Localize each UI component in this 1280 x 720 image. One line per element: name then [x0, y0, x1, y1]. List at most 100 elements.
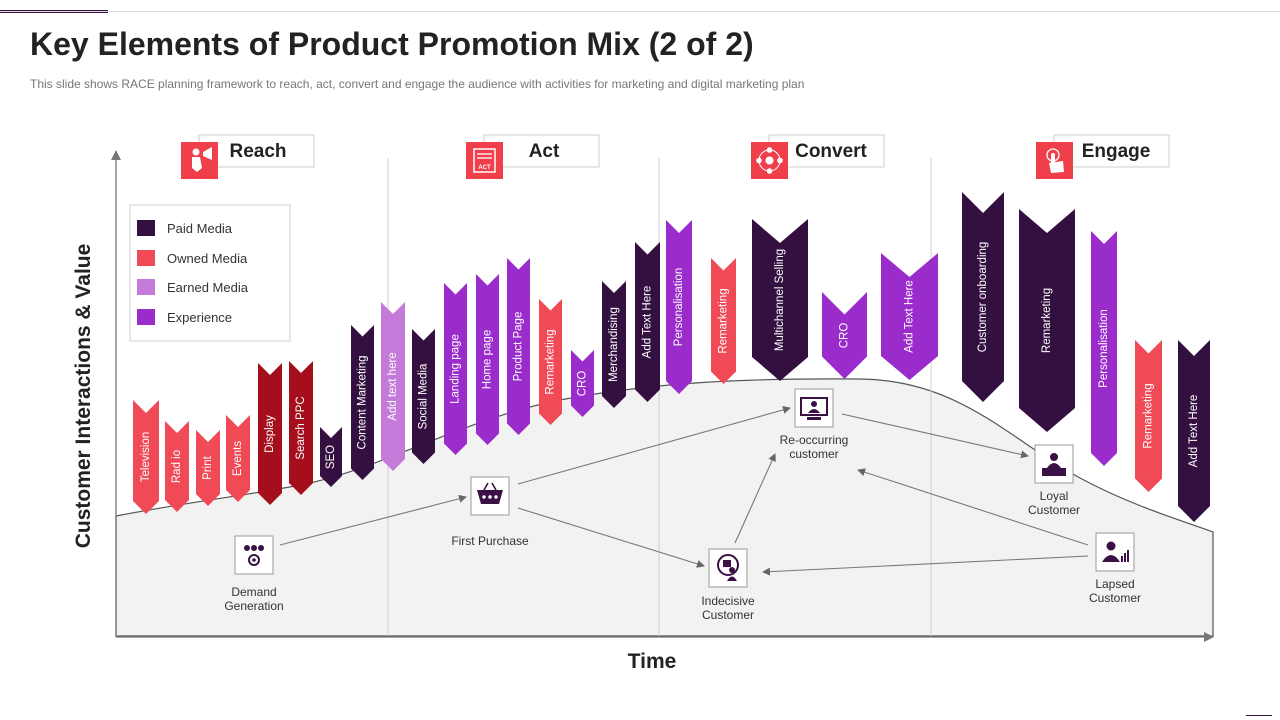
- y-axis-title: Customer Interactions & Value: [72, 244, 95, 549]
- stage-header-act: ACT Act: [466, 134, 600, 179]
- flag-shape: [1019, 209, 1075, 432]
- flag-paid: Multichannel Selling: [752, 219, 808, 381]
- flag-label: Landing page: [450, 334, 462, 404]
- flag-label: Add Text Here: [904, 280, 916, 353]
- act-icon-text: ACT: [478, 165, 491, 171]
- flag-shape: [476, 274, 499, 445]
- legend-item: Experience: [137, 309, 232, 325]
- flag-shape: [1178, 340, 1210, 522]
- flag-paid: Add Text Here: [635, 242, 660, 402]
- shopping-basket-icon: [477, 482, 503, 504]
- journey-node-first: First Purchase: [451, 476, 529, 548]
- flag-shape: [133, 400, 159, 514]
- legend-item: Paid Media: [137, 220, 233, 236]
- flag-dark_red: Search PPC: [289, 361, 313, 495]
- flag-owned: Remarketing: [1135, 340, 1162, 492]
- flag-experience: Personalisation: [666, 220, 692, 394]
- node-label: Customer: [1089, 591, 1141, 605]
- flag-label: Add Text Here: [642, 286, 654, 359]
- cashier-icon: [1042, 453, 1066, 476]
- flag-owned: Remarketing: [711, 258, 736, 384]
- stage-header-convert: Convert: [751, 134, 885, 179]
- flag-label: Search PPC: [295, 396, 307, 459]
- flag-label: Display: [264, 415, 276, 453]
- legend-label: Paid Media: [167, 221, 233, 236]
- monitor-user-icon: [800, 397, 828, 420]
- flag-owned: Rad io: [165, 421, 189, 512]
- flag-shape: [412, 329, 435, 464]
- flag-shape: [822, 292, 867, 379]
- flag-shape: [320, 427, 342, 487]
- flag-shape: [165, 421, 189, 512]
- flag-label: Personalisation: [673, 268, 685, 347]
- flag-experience: CRO: [822, 292, 867, 379]
- flow-arrow-lapsed-indecisive: [762, 555, 1089, 576]
- flag-label: Remarketing: [545, 329, 557, 394]
- user-chart-icon: [1102, 541, 1129, 562]
- node-label: Lapsed: [1095, 577, 1134, 591]
- flag-shape: [351, 325, 374, 480]
- flag-paid: SEO: [320, 427, 342, 487]
- flag-shape: [196, 430, 220, 506]
- people-gear-icon: [244, 545, 264, 566]
- flag-label: Print: [202, 455, 214, 479]
- stage-header-reach: Reach: [181, 134, 315, 179]
- node-label: Loyal: [1040, 489, 1069, 503]
- legend-swatch: [137, 250, 155, 266]
- flag-experience: Landing page: [444, 283, 467, 455]
- legend-swatch: [137, 279, 155, 295]
- flag-owned: Remarketing: [539, 299, 562, 425]
- flag-paid: Customer onboarding: [962, 192, 1004, 402]
- thinking-person-icon: [717, 554, 739, 581]
- flow-arrow-demand-first: [279, 494, 467, 546]
- page-subtitle: This slide shows RACE planning framework…: [30, 77, 805, 91]
- node-label: customer: [789, 447, 838, 461]
- flag-dark_red: Display: [258, 363, 282, 505]
- flag-label: Rad io: [171, 450, 183, 483]
- flag-shape: [602, 281, 626, 408]
- node-label: Demand: [231, 585, 276, 599]
- flag-label: Remarketing: [1041, 288, 1053, 353]
- legend-label: Earned Media: [167, 280, 249, 295]
- flag-shape: [711, 258, 736, 384]
- flag-experience: Add Text Here: [881, 253, 938, 380]
- stage-label: Convert: [795, 141, 867, 162]
- node-label: Re-occurring: [780, 433, 849, 447]
- legend-swatch: [137, 309, 155, 325]
- flow-arrow-first-reoccur: [517, 406, 791, 485]
- flag-label: Customer onboarding: [977, 242, 989, 353]
- legend-label: Owned Media: [167, 251, 248, 266]
- flag-experience: CRO: [571, 350, 594, 417]
- flag-shape: [1091, 231, 1117, 466]
- flag-label: SEO: [325, 445, 337, 469]
- flag-label: Product Page: [513, 312, 525, 382]
- flag-label: Social Media: [418, 363, 430, 429]
- flag-shape: [444, 283, 467, 455]
- flag-earned: Add text here: [381, 302, 405, 471]
- node-label: Indecisive: [701, 594, 755, 608]
- flag-shape: [226, 415, 250, 502]
- flag-shape: [1135, 340, 1162, 492]
- flag-label: Television: [140, 432, 152, 483]
- flag-shape: [381, 302, 405, 471]
- x-axis-title: Time: [628, 650, 677, 673]
- flow-arrow-first-indecisive: [517, 507, 705, 568]
- stage-label: Reach: [229, 141, 286, 162]
- flag-owned: Print: [196, 430, 220, 506]
- legend-item: Earned Media: [137, 279, 249, 295]
- page-title: Key Elements of Product Promotion Mix (2…: [30, 26, 754, 62]
- node-label: First Purchase: [451, 534, 529, 548]
- flag-label: Merchandising: [608, 307, 620, 382]
- legend-item: Owned Media: [137, 250, 248, 266]
- flag-owned: Television: [133, 400, 159, 514]
- top-divider: [0, 11, 1280, 12]
- flag-shape: [539, 299, 562, 425]
- stage-label: Engage: [1082, 141, 1151, 162]
- flag-shape: [289, 361, 313, 495]
- flag-label: Personalisation: [1098, 309, 1110, 388]
- stage-label: Act: [529, 141, 560, 162]
